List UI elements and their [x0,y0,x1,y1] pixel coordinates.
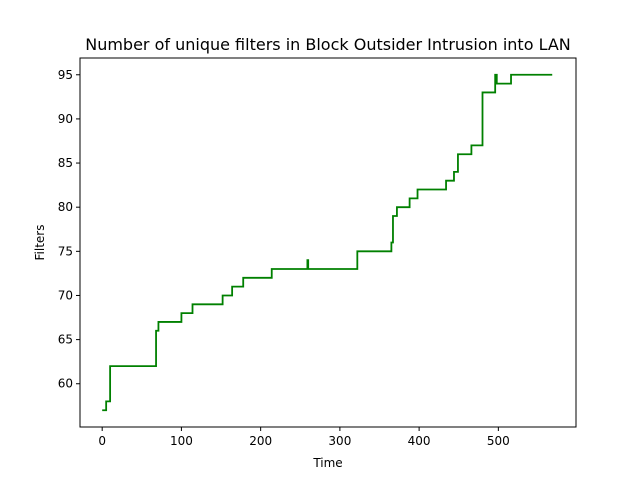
y-tick-label: 90 [58,112,73,126]
axes-frame [79,57,577,428]
y-tick-label: 65 [58,333,73,347]
y-tick-label: 75 [58,244,73,258]
y-tick-label: 85 [58,156,73,170]
x-tick-label: 0 [98,434,106,448]
x-tick-label: 400 [408,434,431,448]
y-tick-label: 60 [58,377,73,391]
x-tick-label: 100 [170,434,193,448]
chart-title: Number of unique filters in Block Outsid… [85,35,571,54]
y-tick-label: 80 [58,200,73,214]
plot-area [79,57,577,428]
series-line-0 [102,73,553,412]
x-tick-label: 500 [487,434,510,448]
y-tick-label: 70 [58,288,73,302]
y-axis-label: Filters [33,225,47,261]
x-tick-label: 200 [249,434,272,448]
series-layer [102,73,553,412]
x-axis-label: Time [312,456,342,470]
x-axis-ticks: 0 100 200 300 400 500 [98,427,510,448]
y-axis-ticks: 60 65 70 75 80 85 90 95 [58,68,80,391]
y-tick-label: 95 [58,68,73,82]
x-tick-label: 300 [328,434,351,448]
